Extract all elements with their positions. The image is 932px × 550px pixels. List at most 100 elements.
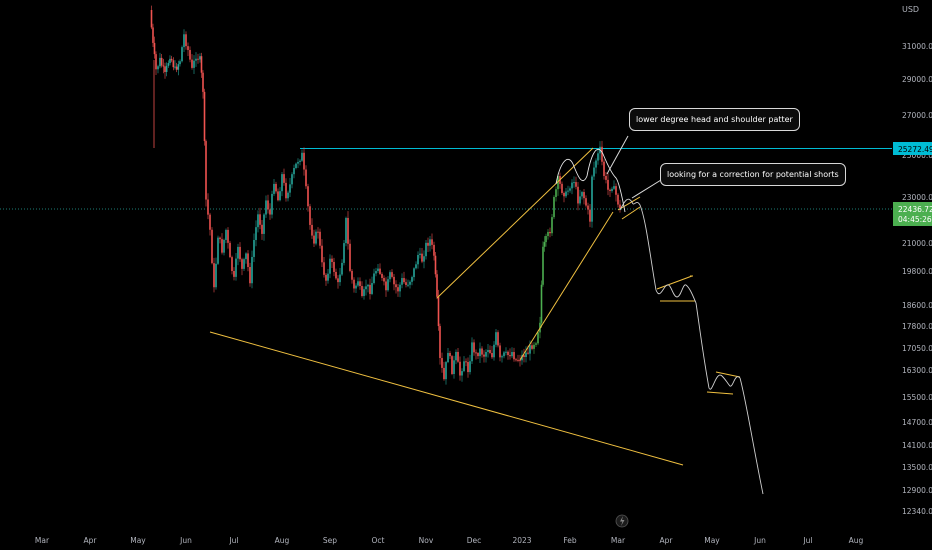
candle-body [329,258,331,274]
candle-body [583,192,585,199]
price-tick-label: 19800.00 [902,267,932,276]
candle-body [207,199,209,215]
candle-body [455,351,457,361]
candle-body [315,231,317,244]
candle-body [429,239,431,246]
candle-body [303,152,305,170]
candle-body [281,174,283,192]
candle-body [247,253,249,268]
candle-body [563,192,565,197]
candle-body [529,345,531,354]
candle-body [219,237,221,240]
candles [150,5,621,385]
candle-body [311,224,313,236]
candle-body [299,160,301,162]
candle-body [475,352,477,354]
candle-body [401,278,403,285]
candle-body [170,58,173,61]
candle-body [511,352,513,357]
candle-body [273,183,275,194]
candle-body [293,168,295,175]
channel-upper-2 [715,371,741,378]
candle-body [345,217,347,244]
time-tick-label: Apr [84,536,98,545]
candle-body [267,200,269,210]
candle-body [617,194,619,205]
candle-body [253,239,255,257]
candle-body [162,65,165,67]
candle-body [501,356,503,358]
candle-body [259,214,261,225]
candle-body [449,352,451,357]
candle-body [361,286,363,297]
candle-body [479,348,481,357]
candle-body [585,198,587,206]
candle-body [509,355,511,357]
candle-body [165,65,168,72]
candle-body [279,191,281,201]
time-tick-label: Sep [323,536,337,545]
candle-body [351,270,353,280]
candle-body [237,246,239,259]
candle-body [411,277,413,282]
candle-body [229,242,231,258]
candle-body [221,239,223,253]
callout-pointer-hs [606,135,629,175]
candle-body [347,217,349,244]
candle-body [287,192,289,199]
candle-body [209,214,211,230]
candle-body [489,350,491,353]
candle-body [425,242,427,257]
candle-body [175,66,178,70]
candle-body [593,167,595,177]
candle-body [160,57,163,66]
candle-body [407,284,409,286]
time-tick-label: May [704,536,720,545]
candle-body [601,146,603,162]
candle-body [579,196,581,204]
candle-body [375,271,377,274]
candle-body [301,152,303,161]
candle-body [241,259,243,269]
candle-body [537,332,539,344]
candle-body [265,200,267,215]
candle-body [413,268,415,278]
candle-body [150,10,153,28]
candle-body [383,277,385,282]
candle-body [389,272,391,280]
time-tick-label: Apr [660,536,674,545]
time-tick-label: Oct [372,536,385,545]
candle-body [477,352,479,357]
price-tick-label: 16300.00 [902,366,932,375]
candle-body [195,58,197,61]
candle-body [167,63,170,66]
candle-body [223,239,225,253]
time-tick-label: Nov [419,536,434,545]
candle-body [515,359,517,361]
candle-body [343,243,345,263]
candle-body [187,46,189,50]
candle-body [373,273,375,284]
candle-body [615,186,617,195]
candle-body [611,188,613,191]
candle-body [571,182,573,189]
candle-body [271,193,273,215]
candle-body [399,284,401,292]
candle-body [540,284,543,323]
candle-body [587,205,589,210]
price-tick-label: 13500.00 [902,463,932,472]
candle-body [433,244,435,256]
candle-body [531,345,533,349]
candle-body [341,262,343,275]
candle-body [507,351,509,356]
candle-body [189,49,191,60]
candle-body [367,284,369,287]
candle-body [381,273,383,278]
candle-body [179,61,181,65]
time-tick-label: Jul [802,536,812,545]
candle-body [439,326,441,358]
candle-body [365,286,367,290]
price-tick-label: 18600.00 [902,301,932,310]
candle-body [405,282,407,285]
